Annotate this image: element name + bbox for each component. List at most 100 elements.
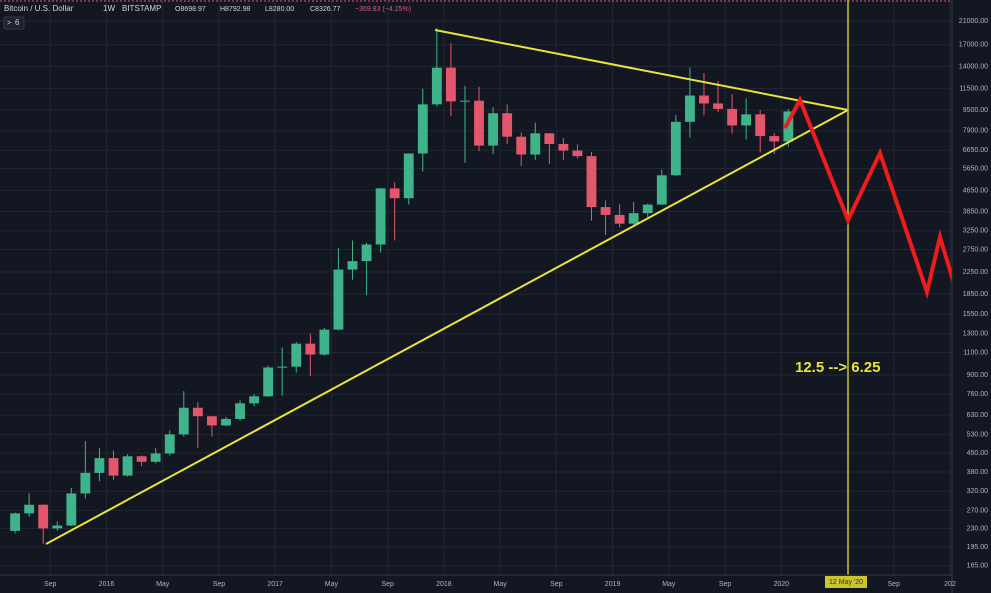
y-tick-label: 270.00: [967, 507, 989, 514]
candle-body: [263, 367, 274, 397]
candle-body: [291, 343, 302, 367]
x-tick-label: Sep: [550, 581, 563, 588]
y-tick-label: 1550.00: [963, 311, 988, 318]
toggle-arrow: >: [7, 20, 11, 27]
x-tick-label: Sep: [888, 581, 901, 588]
candle-body: [206, 416, 217, 426]
candle-body: [94, 458, 105, 473]
candle-body: [375, 188, 386, 245]
projection: [783, 95, 970, 331]
candle-body: [656, 175, 667, 205]
y-tick-label: 5650.00: [963, 165, 988, 172]
y-tick-label: 7900.00: [963, 128, 988, 135]
candle-body: [727, 108, 738, 126]
exchange: BITSTAMP: [122, 4, 161, 13]
y-tick-label: 14000.00: [959, 63, 988, 70]
candle-body: [192, 407, 203, 417]
y-tick-label: 760.00: [967, 391, 989, 398]
y-tick-label: 630.00: [967, 412, 989, 419]
trend-line: [434, 29, 849, 111]
candle-body: [544, 133, 555, 144]
x-tick-label: May: [662, 581, 676, 588]
candle-body: [235, 403, 245, 419]
candle-body: [221, 418, 231, 426]
x-tick-label: Sep: [381, 581, 394, 588]
candle-body: [572, 150, 583, 157]
y-tick-label: 2250.00: [963, 269, 988, 276]
y-tick-label: 195.00: [967, 544, 989, 551]
candle-body: [319, 329, 330, 355]
marker-label: 12 May '20: [829, 579, 863, 586]
grid: [0, 0, 952, 575]
y-tick-label: 230.00: [967, 525, 989, 532]
x-tick-label: Sep: [213, 581, 226, 588]
candle-body: [516, 136, 527, 155]
x-tick-label: 202: [944, 581, 956, 588]
indicator-count: 6: [15, 18, 20, 27]
candle-body: [642, 204, 653, 214]
candle-body: [24, 504, 35, 514]
y-tick-label: 1100.00: [963, 349, 988, 356]
y-tick-label: 165.00: [967, 563, 989, 570]
x-tick-label: 2020: [774, 581, 790, 588]
candle-body: [488, 113, 499, 146]
y-tick-label: 9500.00: [963, 107, 988, 114]
indicator-toggle[interactable]: [3, 16, 25, 30]
x-tick-label: 2016: [99, 581, 115, 588]
x-tick-label: May: [494, 581, 508, 588]
y-tick-label: 4650.00: [963, 187, 988, 194]
candle-body: [178, 407, 189, 435]
legend-value: L8280.00: [265, 6, 294, 13]
symbol-title: Bitcoin / U.S. Dollar: [4, 4, 74, 13]
candle-body: [150, 453, 161, 462]
ohlc-legend: O8698.97 H8792.98 L8280.00 C8326.77 −369.83 …: [175, 6, 411, 13]
x-tick-label: 2017: [267, 581, 283, 588]
candle-body: [249, 396, 260, 404]
candle-body: [460, 100, 470, 102]
candle-body: [333, 269, 344, 330]
candle-body: [445, 67, 456, 102]
annotation: 12.5 --> 6.25: [795, 359, 880, 376]
candle-body: [558, 143, 569, 151]
x-tick-label: May: [156, 581, 170, 588]
x-tick-label: 2018: [436, 581, 452, 588]
y-tick-label: 11500.00: [959, 85, 988, 92]
y-tick-label: 450.00: [967, 450, 989, 457]
candle-body: [122, 456, 133, 476]
candle-body: [502, 113, 513, 137]
candle-body: [10, 513, 21, 531]
candle-body: [80, 472, 91, 494]
candle-body: [670, 121, 681, 176]
y-tick-label: 3850.00: [963, 209, 988, 216]
y-tick-label: 3250.00: [963, 228, 988, 235]
y-tick-label: 320.00: [967, 488, 989, 495]
candle-body: [108, 458, 119, 476]
candle-body: [600, 207, 611, 215]
candle-body: [417, 104, 428, 154]
candle-body: [530, 133, 541, 155]
candle-body: [38, 504, 49, 529]
x-tick-label: 2019: [605, 581, 621, 588]
candle-body: [628, 213, 639, 224]
candles: [10, 28, 794, 545]
candle-body: [403, 153, 414, 199]
y-tick-label: 2750.00: [963, 246, 988, 253]
x-tick-label: Sep: [44, 581, 57, 588]
candle-body: [474, 100, 484, 146]
candle-body: [741, 114, 752, 126]
interval: 1W: [103, 4, 115, 13]
y-tick-label: 17000.00: [959, 42, 988, 49]
drawings: [45, 0, 970, 575]
price-axis: [952, 0, 991, 593]
trend-line: [45, 109, 849, 545]
candle-body: [614, 214, 625, 224]
candle-body: [713, 103, 723, 109]
candle-body: [783, 111, 794, 142]
x-tick-label: May: [325, 581, 339, 588]
candle-body: [684, 95, 695, 122]
candle-body: [699, 95, 709, 104]
candle-body: [164, 434, 175, 454]
legend-value: C8326.77: [310, 6, 340, 13]
